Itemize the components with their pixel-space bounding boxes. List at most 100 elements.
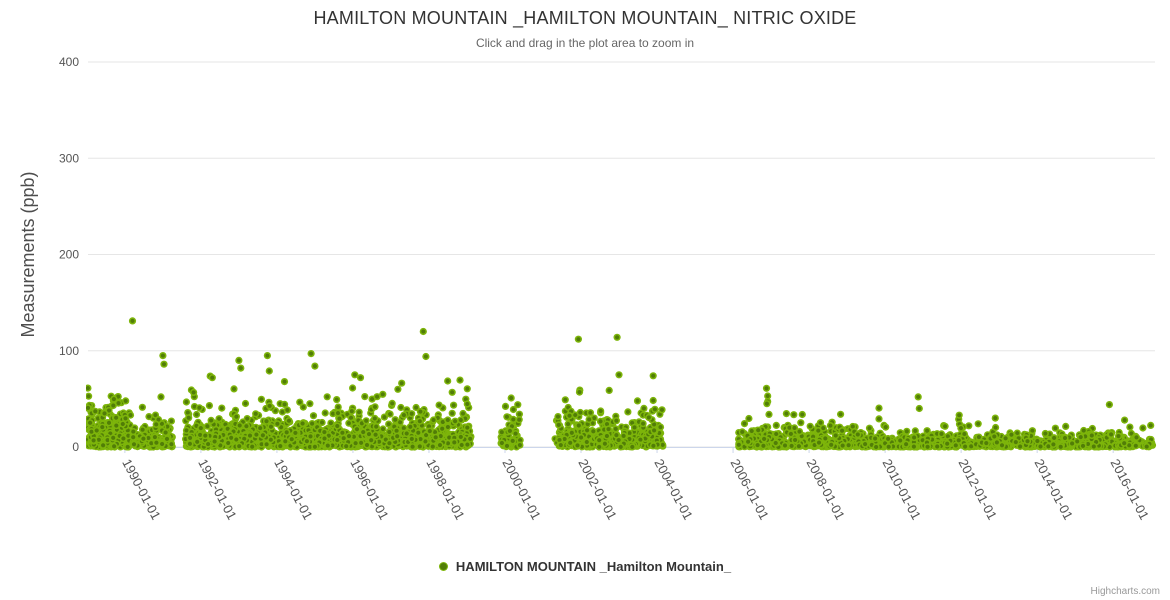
data-point bbox=[379, 425, 387, 433]
data-point bbox=[408, 435, 416, 443]
data-point bbox=[327, 419, 335, 427]
data-point bbox=[762, 384, 771, 392]
data-point bbox=[815, 439, 823, 447]
data-point bbox=[90, 436, 98, 444]
data-point bbox=[99, 441, 107, 449]
data-point bbox=[285, 417, 293, 425]
data-point bbox=[342, 442, 350, 450]
data-point bbox=[821, 434, 829, 442]
data-point bbox=[656, 423, 665, 431]
data-point bbox=[152, 439, 160, 447]
data-point bbox=[195, 404, 203, 412]
data-point bbox=[515, 416, 523, 424]
y-axis-label: 300 bbox=[59, 151, 79, 165]
data-point bbox=[451, 417, 459, 425]
data-point bbox=[167, 440, 175, 448]
data-point bbox=[754, 441, 762, 449]
data-point bbox=[1077, 433, 1085, 441]
data-point bbox=[371, 403, 379, 411]
data-point bbox=[827, 441, 835, 449]
data-point bbox=[957, 424, 965, 432]
data-point bbox=[576, 408, 584, 417]
data-point bbox=[839, 442, 847, 450]
data-point bbox=[1120, 439, 1128, 447]
data-point bbox=[259, 431, 267, 439]
data-point bbox=[167, 417, 175, 425]
data-point bbox=[1007, 431, 1016, 439]
data-point bbox=[182, 398, 190, 406]
data-point bbox=[744, 438, 752, 446]
data-point bbox=[129, 428, 137, 436]
data-point bbox=[291, 429, 299, 437]
data-point bbox=[124, 443, 132, 451]
data-point bbox=[1049, 440, 1057, 448]
data-point bbox=[311, 362, 319, 370]
data-point bbox=[185, 414, 193, 422]
data-point bbox=[258, 440, 266, 448]
data-point bbox=[871, 434, 879, 443]
data-point bbox=[281, 400, 289, 408]
data-point bbox=[826, 422, 835, 430]
data-point bbox=[965, 422, 973, 430]
data-point bbox=[426, 427, 434, 435]
data-point bbox=[218, 404, 226, 412]
y-axis-label: 400 bbox=[59, 55, 79, 69]
data-point bbox=[1114, 432, 1123, 440]
data-point bbox=[1062, 422, 1070, 430]
data-point bbox=[422, 352, 430, 361]
data-point bbox=[568, 429, 576, 437]
data-point bbox=[514, 401, 522, 409]
data-point bbox=[516, 441, 524, 449]
data-point bbox=[615, 371, 623, 379]
data-point bbox=[595, 436, 603, 444]
data-point bbox=[321, 409, 329, 417]
data-point bbox=[649, 396, 657, 405]
data-point bbox=[119, 434, 127, 443]
data-point bbox=[397, 403, 405, 412]
data-point bbox=[393, 427, 401, 435]
data-point bbox=[323, 393, 331, 401]
data-point bbox=[334, 403, 342, 411]
data-point bbox=[311, 443, 319, 451]
data-point bbox=[361, 393, 369, 401]
data-point bbox=[241, 399, 250, 408]
data-point bbox=[772, 421, 780, 429]
data-point bbox=[555, 421, 563, 429]
data-point bbox=[444, 377, 452, 385]
data-point bbox=[256, 424, 264, 432]
data-point bbox=[448, 388, 456, 396]
data-point bbox=[557, 441, 565, 449]
data-point bbox=[359, 428, 367, 436]
data-point bbox=[450, 401, 458, 409]
data-point bbox=[356, 374, 365, 382]
data-point bbox=[205, 402, 213, 410]
data-point bbox=[561, 396, 569, 404]
data-point bbox=[902, 440, 910, 448]
x-axis-label: 2000-01-01 bbox=[499, 456, 543, 522]
data-point bbox=[466, 435, 474, 443]
data-point bbox=[263, 352, 271, 360]
data-point bbox=[436, 441, 444, 449]
data-point bbox=[416, 417, 424, 425]
data-point bbox=[1121, 416, 1129, 424]
data-point bbox=[318, 418, 326, 427]
data-point bbox=[885, 443, 893, 451]
data-point bbox=[345, 419, 353, 427]
data-point bbox=[910, 443, 918, 451]
chart-subtitle: Click and drag in the plot area to zoom … bbox=[475, 36, 695, 50]
data-point bbox=[1132, 442, 1140, 450]
data-point bbox=[207, 416, 215, 424]
x-axis-label: 1996-01-01 bbox=[347, 456, 391, 522]
data-point bbox=[306, 400, 314, 408]
x-axis-label: 1992-01-01 bbox=[195, 456, 239, 522]
data-point bbox=[896, 436, 904, 445]
data-point bbox=[444, 416, 452, 424]
data-point bbox=[186, 440, 194, 448]
data-point bbox=[604, 425, 613, 433]
data-point bbox=[448, 409, 456, 417]
legend-item[interactable]: HAMILTON MOUNTAIN _Hamilton Mountain_ bbox=[438, 559, 731, 574]
highcharts-credit-link[interactable]: Highcharts.com bbox=[1090, 586, 1160, 597]
data-point bbox=[941, 422, 949, 430]
data-point bbox=[429, 416, 438, 424]
